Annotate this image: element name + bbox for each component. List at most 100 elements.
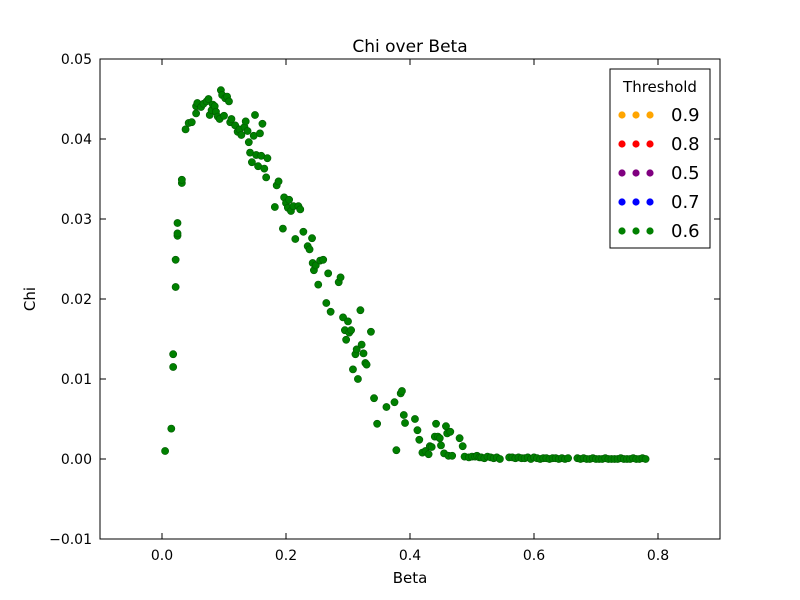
data-point <box>171 255 180 264</box>
data-point <box>458 442 467 451</box>
data-point <box>413 426 422 435</box>
data-points <box>161 86 650 463</box>
data-point <box>357 340 366 349</box>
legend-entry-label: 0.5 <box>671 163 700 184</box>
y-tick-label: 0.04 <box>61 132 92 148</box>
data-point <box>247 158 256 167</box>
legend-marker <box>618 169 626 177</box>
data-point <box>167 424 176 433</box>
legend-marker <box>646 227 654 235</box>
data-point <box>181 125 190 134</box>
data-point <box>291 235 300 243</box>
data-point <box>244 138 253 147</box>
data-point <box>446 427 455 436</box>
data-point <box>296 205 305 214</box>
data-point <box>382 403 391 411</box>
data-point <box>237 131 246 139</box>
x-axis-label: Beta <box>393 569 428 587</box>
data-point <box>227 115 236 123</box>
y-tick-label: 0.03 <box>61 212 92 228</box>
legend-marker <box>632 169 640 177</box>
data-point <box>173 219 182 227</box>
legend-entry-label: 0.8 <box>671 134 700 155</box>
data-point <box>319 255 328 264</box>
legend-marker <box>618 111 626 119</box>
data-point <box>424 450 433 459</box>
legend-marker <box>618 198 626 206</box>
data-point <box>432 419 440 428</box>
data-point <box>285 195 293 204</box>
x-tick-label: 0.0 <box>151 548 173 564</box>
legend-marker <box>646 111 654 119</box>
legend-marker <box>646 198 654 206</box>
data-point <box>401 419 409 427</box>
legend-entry-label: 0.6 <box>671 221 700 242</box>
legend-marker <box>646 140 654 148</box>
data-point <box>274 177 283 186</box>
data-point <box>192 109 200 118</box>
data-point <box>308 234 316 243</box>
data-point <box>342 335 351 344</box>
data-point <box>241 117 250 126</box>
legend-marker <box>632 227 640 235</box>
data-point <box>251 111 259 119</box>
legend-marker <box>618 227 626 235</box>
data-point <box>399 411 408 419</box>
legend-marker <box>632 198 640 206</box>
x-tick-label: 0.6 <box>523 548 545 564</box>
data-point <box>564 454 572 463</box>
legend-marker <box>632 140 640 148</box>
legend-entry-label: 0.9 <box>671 105 700 126</box>
legend-marker <box>646 169 654 177</box>
data-point <box>258 119 267 128</box>
data-point <box>352 345 361 354</box>
data-point <box>398 387 406 395</box>
legend: Threshold 0.9 0.8 0.5 0.7 0.6 <box>609 68 711 249</box>
data-point <box>324 269 333 278</box>
data-point <box>362 360 371 369</box>
data-point <box>435 434 444 443</box>
data-point <box>260 164 269 173</box>
x-tick-label: 0.8 <box>647 548 669 564</box>
data-point <box>161 447 169 455</box>
data-point <box>322 299 331 307</box>
data-point <box>225 97 233 106</box>
data-point <box>344 317 352 326</box>
data-point <box>356 306 365 315</box>
legend-entries: 0.9 0.8 0.5 0.7 0.6 <box>618 105 700 242</box>
data-point <box>370 394 378 403</box>
data-point <box>311 261 320 270</box>
chart-title: Chi over Beta <box>352 37 467 57</box>
data-point <box>177 175 186 184</box>
data-point <box>171 283 180 291</box>
data-point <box>262 173 271 182</box>
data-point <box>278 224 287 233</box>
y-tick-label: 0.00 <box>61 452 92 468</box>
data-point <box>314 280 323 289</box>
data-point <box>204 95 213 103</box>
data-point <box>220 111 228 120</box>
data-point <box>326 307 335 316</box>
data-point <box>243 127 252 135</box>
data-point <box>641 455 650 463</box>
legend-marker <box>618 140 626 148</box>
data-point <box>411 415 419 423</box>
legend-title: Threshold <box>622 78 697 96</box>
data-point <box>392 446 401 455</box>
x-axis-ticks: 0.0 0.2 0.4 0.6 0.8 <box>151 59 669 564</box>
data-point <box>373 419 382 428</box>
data-point <box>270 203 279 211</box>
data-point <box>437 441 445 450</box>
y-tick-label: 0.05 <box>61 52 92 68</box>
data-point <box>347 326 355 335</box>
data-point <box>359 349 368 358</box>
y-tick-label: 0.01 <box>61 372 92 388</box>
x-tick-label: 0.2 <box>275 548 297 564</box>
data-point <box>336 273 345 282</box>
data-point <box>169 350 178 359</box>
x-tick-label: 0.4 <box>399 548 421 564</box>
data-point <box>299 227 308 236</box>
y-axis-label: Chi <box>21 287 39 311</box>
data-point <box>455 434 464 443</box>
